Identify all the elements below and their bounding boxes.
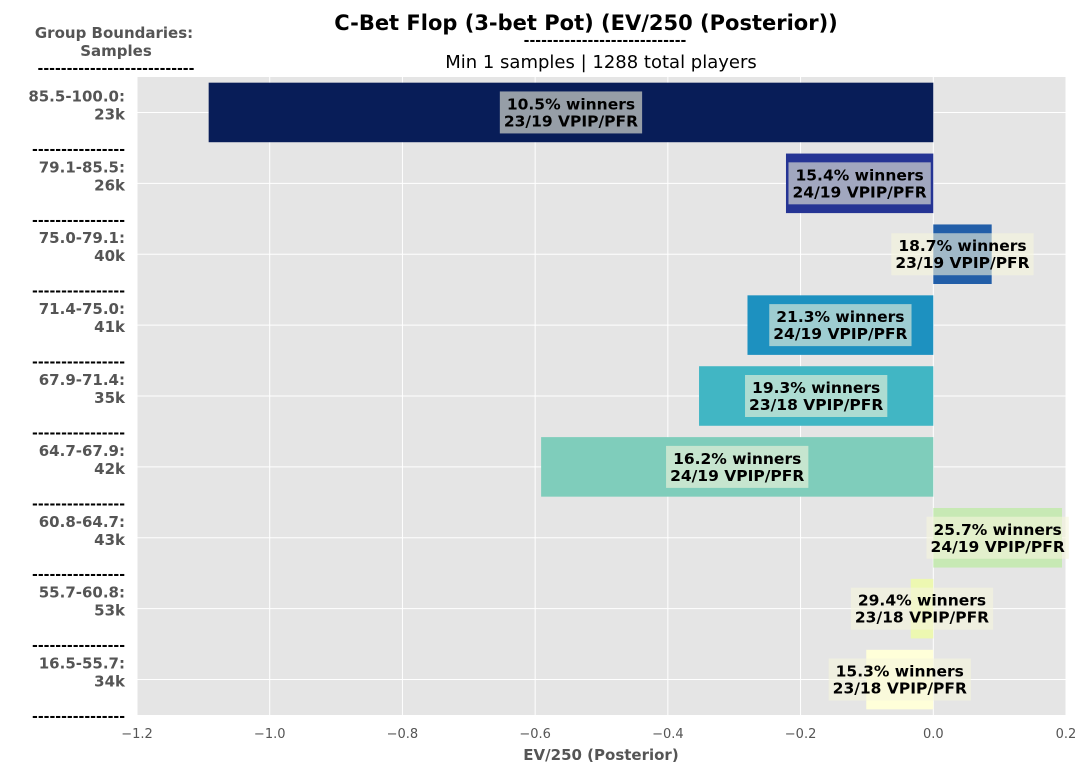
y-tick-range: 64.7-67.9: [39,442,125,460]
y-tick-labels: 85.5-100.0:23k----------------79.1-85.5:… [28,87,126,725]
y-tick-separator: ---------------- [32,213,125,229]
bar-label-box [788,162,931,205]
bar-label-vpip-pfr: 23/18 VPIP/PFR [833,680,967,698]
x-tick-label: −0.4 [652,727,684,742]
y-tick-range: 60.8-64.7: [39,513,125,531]
group-boundaries-heading: Group Boundaries: [35,24,193,42]
y-tick-separator: ---------------- [32,355,125,371]
bar-label-winners: 16.2% winners [673,450,801,468]
y-tick-samples: 35k [94,389,126,407]
bar-label-box [666,445,809,488]
bar-label-box [499,91,643,134]
y-tick-samples: 40k [94,247,126,265]
bar-label-vpip-pfr: 23/19 VPIP/PFR [504,112,638,130]
y-tick-range: 67.9-71.4: [39,371,125,389]
bar-label-box [891,233,1034,276]
bar-label-winners: 18.7% winners [898,237,1026,255]
y-tick-range: 79.1-85.5: [39,158,125,176]
y-tick-samples: 23k [94,105,126,123]
x-tick-label: 0.2 [1056,727,1077,742]
y-tick-samples: 34k [94,673,126,691]
y-tick-separator: ---------------- [32,284,125,300]
bar-label-vpip-pfr: 23/18 VPIP/PFR [855,609,989,627]
y-tick-range: 71.4-75.0: [39,300,125,318]
y-tick-range: 85.5-100.0: [28,87,125,105]
y-tick-samples: 42k [94,460,126,478]
bar-label-box [850,587,994,630]
x-tick-labels: −1.2 −1.0 −0.8 −0.6 −0.4 −0.2 0.0 0.2 [121,727,1076,742]
bar-label-winners: 25.7% winners [934,521,1062,539]
y-tick-separator: ---------------- [32,709,125,725]
y-tick-separator: ---------------- [32,567,125,583]
bar-label-winners: 15.3% winners [836,663,964,681]
bar-label-box [769,304,912,347]
x-tick-label: −0.6 [519,727,551,742]
y-tick-range: 16.5-55.7: [39,655,125,673]
bar-label-vpip-pfr: 23/19 VPIP/PFR [895,254,1029,272]
bar-label-box [745,375,888,417]
bar-label-vpip-pfr: 24/19 VPIP/PFR [670,467,804,485]
x-tick-label: −1.2 [121,727,153,742]
left-header-dashes: --------------------------- [38,61,195,77]
bar-label-vpip-pfr: 24/19 VPIP/PFR [931,538,1065,556]
bar-label-box [828,658,971,701]
y-tick-samples: 43k [94,531,126,549]
y-tick-separator: ---------------- [32,425,125,441]
y-tick-separator: ---------------- [32,638,125,654]
y-tick-samples: 53k [94,602,126,620]
y-tick-samples: 26k [94,176,126,194]
title-underline: ---------------------------- [524,33,687,49]
y-tick-separator: ---------------- [32,142,125,158]
x-tick-label: −0.8 [387,727,419,742]
chart-subtitle: Min 1 samples | 1288 total players [445,52,757,73]
bar-label-vpip-pfr: 24/19 VPIP/PFR [793,183,927,201]
bar-label-winners: 10.5% winners [507,95,635,113]
x-tick-label: 0.0 [923,727,944,742]
y-tick-range: 55.7-60.8: [39,584,125,602]
bar-label-winners: 21.3% winners [776,308,904,326]
bar-label-winners: 29.4% winners [858,592,986,610]
y-tick-range: 75.0-79.1: [39,229,125,247]
y-tick-separator: ---------------- [32,496,125,512]
x-tick-label: −0.2 [785,727,817,742]
chart-title: C-Bet Flop (3-bet Pot) (EV/250 (Posterio… [334,11,838,35]
y-tick-samples: 41k [94,318,126,336]
bar-label-vpip-pfr: 24/19 VPIP/PFR [773,325,907,343]
samples-heading: Samples [80,42,152,60]
bar-label-winners: 19.3% winners [752,379,880,397]
bar-label-box [926,516,1069,559]
bar-label-winners: 15.4% winners [795,166,923,184]
x-tick-label: −1.0 [254,727,286,742]
x-axis-label: EV/250 (Posterior) [523,746,678,764]
bar-label-vpip-pfr: 23/18 VPIP/PFR [749,396,883,414]
